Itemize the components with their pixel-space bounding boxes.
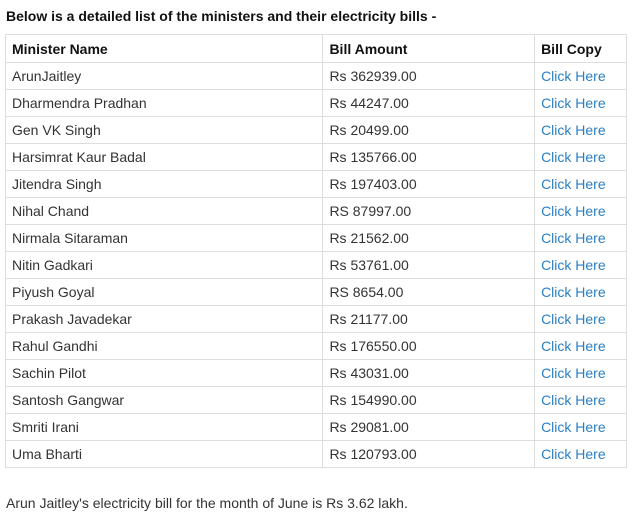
bill-amount-cell: Rs 21562.00 [322,224,536,252]
bill-copy-cell: Click Here [534,89,627,117]
minister-name-cell: Nitin Gadkari [4,251,324,279]
table-row: Harsimrat Kaur Badal Rs 135766.00 Click He… [4,143,627,171]
minister-name-cell: Gen VK Singh [4,116,324,144]
bill-copy-cell: Click Here [534,440,627,468]
bill-copy-cell: Click Here [534,62,627,90]
bill-copy-link[interactable]: Click Here [541,311,606,327]
bill-copy-cell: Click Here [534,386,627,414]
bill-copy-link[interactable]: Click Here [541,446,606,462]
bill-copy-link[interactable]: Click Here [541,68,606,84]
bill-copy-link[interactable]: Click Here [541,203,606,219]
bill-copy-link[interactable]: Click Here [541,149,606,165]
bill-copy-cell: Click Here [534,278,627,306]
minister-name-cell: Prakash Javadekar [4,305,324,333]
bill-amount-cell: RS 8654.00 [322,278,536,306]
footer-note: Arun Jaitley's electricity bill for the … [6,495,408,511]
bill-amount-cell: Rs 44247.00 [322,89,536,117]
table-row: Gen VK Singh Rs 20499.00 Click Here [4,116,627,144]
minister-name-cell: ArunJaitley [4,62,324,90]
minister-name-cell: Piyush Goyal [4,278,324,306]
bill-copy-cell: Click Here [534,332,627,360]
bill-amount-cell: Rs 154990.00 [322,386,536,414]
table-row: Nihal Chand RS 87997.00 Click Here [4,197,627,225]
bill-copy-link[interactable]: Click Here [541,365,606,381]
bill-copy-cell: Click Here [534,170,627,198]
bill-copy-cell: Click Here [534,359,627,387]
bill-copy-link[interactable]: Click Here [541,392,606,408]
electricity-bills-table: Minister Name Bill Amount Bill Copy Arun… [4,34,627,468]
table-row: Nitin Gadkari Rs 53761.00 Click Here [4,251,627,279]
table-row: ArunJaitley Rs 362939.00 Click Here [4,62,627,90]
bill-amount-cell: Rs 43031.00 [322,359,536,387]
bill-copy-link[interactable]: Click Here [541,122,606,138]
bill-copy-link[interactable]: Click Here [541,284,606,300]
bill-amount-cell: RS 87997.00 [322,197,536,225]
header-bill-copy: Bill Copy [534,34,627,63]
bill-amount-cell: Rs 362939.00 [322,62,536,90]
bill-copy-link[interactable]: Click Here [541,338,606,354]
minister-name-cell: Jitendra Singh [4,170,324,198]
bill-amount-cell: Rs 21177.00 [322,305,536,333]
table-row: Nirmala Sitaraman Rs 21562.00 Click Here [4,224,627,252]
bill-copy-cell: Click Here [534,251,627,279]
bill-copy-cell: Click Here [534,224,627,252]
bill-amount-cell: Rs 20499.00 [322,116,536,144]
minister-name-cell: Rahul Gandhi [4,332,324,360]
minister-name-cell: Uma Bharti [4,440,324,468]
bill-copy-cell: Click Here [534,305,627,333]
bill-copy-cell: Click Here [534,116,627,144]
minister-name-cell: Smriti Irani [4,413,324,441]
bill-amount-cell: Rs 197403.00 [322,170,536,198]
table-row: Sachin Pilot Rs 43031.00 Click Here [4,359,627,387]
table-row: Piyush Goyal RS 8654.00 Click Here [4,278,627,306]
bill-amount-cell: Rs 135766.00 [322,143,536,171]
table-row: Dharmendra Pradhan Rs 44247.00 Click Here [4,89,627,117]
header-minister-name: Minister Name [4,34,324,63]
minister-name-cell: Dharmendra Pradhan [4,89,324,117]
bill-copy-link[interactable]: Click Here [541,257,606,273]
bill-copy-cell: Click Here [534,197,627,225]
bill-amount-cell: Rs 53761.00 [322,251,536,279]
header-bill-amount: Bill Amount [322,34,536,63]
bill-copy-link[interactable]: Click Here [541,419,606,435]
minister-name-cell: Santosh Gangwar [4,386,324,414]
bill-copy-cell: Click Here [534,413,627,441]
table-row: Uma Bharti Rs 120793.00 Click Here [4,440,627,468]
bill-copy-link[interactable]: Click Here [541,230,606,246]
bill-copy-link[interactable]: Click Here [541,176,606,192]
page-heading: Below is a detailed list of the minister… [6,8,437,24]
minister-name-cell: Nihal Chand [4,197,324,225]
bill-copy-cell: Click Here [534,143,627,171]
bill-amount-cell: Rs 29081.00 [322,413,536,441]
bill-copy-link[interactable]: Click Here [541,95,606,111]
table-row: Santosh Gangwar Rs 154990.00 Click Here [4,386,627,414]
minister-name-cell: Harsimrat Kaur Badal [4,143,324,171]
table-header-row: Minister Name Bill Amount Bill Copy [4,34,627,63]
bill-amount-cell: Rs 120793.00 [322,440,536,468]
minister-name-cell: Sachin Pilot [4,359,324,387]
minister-name-cell: Nirmala Sitaraman [4,224,324,252]
table-row: Smriti Irani Rs 29081.00 Click Here [4,413,627,441]
bill-amount-cell: Rs 176550.00 [322,332,536,360]
table-row: Prakash Javadekar Rs 21177.00 Click Here [4,305,627,333]
table-row: Jitendra Singh Rs 197403.00 Click Here [4,170,627,198]
table-row: Rahul Gandhi Rs 176550.00 Click Here [4,332,627,360]
